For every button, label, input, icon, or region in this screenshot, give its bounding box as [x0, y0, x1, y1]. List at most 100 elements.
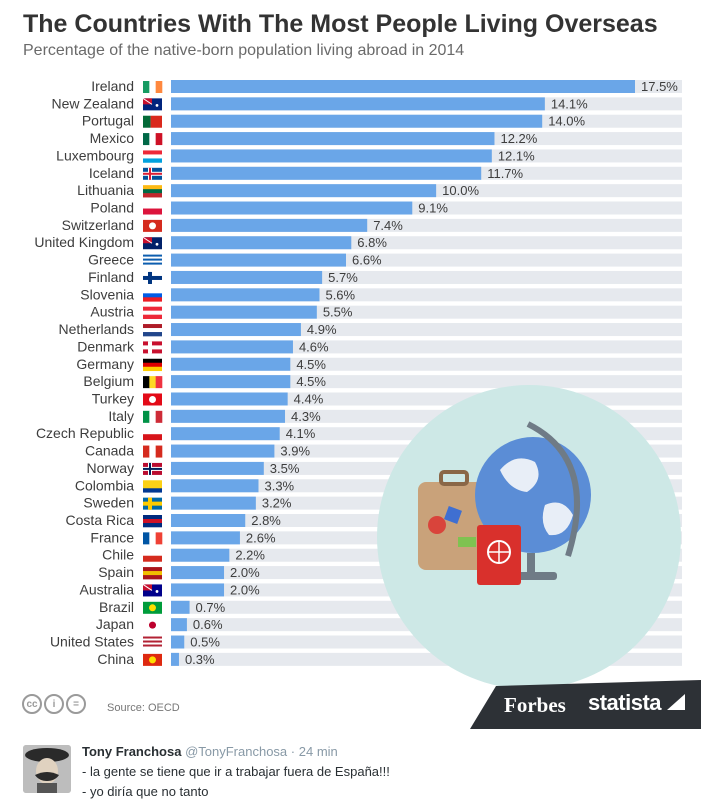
suitcase-handle-icon — [439, 470, 469, 486]
travel-illustration — [377, 385, 681, 689]
denmark-flag-icon — [143, 341, 162, 354]
netherlands-flag-icon — [143, 324, 162, 337]
sticker-red-icon — [428, 516, 446, 534]
bar-canada — [171, 444, 275, 458]
bar-france — [171, 531, 240, 545]
value-label: 3.5% — [270, 461, 300, 476]
bar-slovenia — [171, 288, 320, 302]
category-label: Denmark — [77, 338, 135, 354]
tweet-header: Tony Franchosa @TonyFranchosa · 24 min — [82, 744, 338, 759]
costa-rica-flag-icon — [143, 515, 162, 528]
value-label: 0.7% — [196, 600, 226, 615]
bar-track — [171, 357, 682, 371]
statista-logo-text: statista — [588, 690, 662, 715]
value-label: 4.1% — [286, 426, 316, 441]
category-label: Netherlands — [59, 321, 135, 337]
bar-colombia — [171, 479, 259, 493]
bar-turkey — [171, 392, 288, 406]
category-label: Brazil — [99, 599, 134, 615]
sweden-flag-icon — [143, 497, 162, 510]
creative-commons-icon[interactable]: cc — [22, 694, 42, 714]
value-label: 0.6% — [193, 617, 223, 632]
bar-belgium — [171, 375, 291, 389]
bar-united-kingdom — [171, 236, 352, 250]
belgium-flag-icon — [143, 376, 163, 389]
category-label: China — [97, 651, 134, 667]
bar-track — [171, 340, 682, 354]
avatar[interactable] — [23, 745, 71, 793]
tweet: Tony Franchosa @TonyFranchosa · 24 min -… — [0, 730, 701, 812]
value-label: 6.8% — [357, 235, 387, 250]
category-label: Spain — [98, 564, 134, 580]
no-derivatives-icon[interactable]: = — [66, 694, 86, 714]
ireland-flag-icon — [143, 81, 163, 93]
value-label: 2.8% — [251, 513, 281, 528]
category-label: Finland — [88, 269, 134, 285]
category-label: Iceland — [89, 165, 134, 181]
bar-chart: Ireland 17.5% New Zealand 14.1% Portugal 14.0… — [34, 78, 682, 689]
bar-poland — [171, 201, 413, 215]
attribution-icon[interactable]: i — [44, 694, 64, 714]
value-label: 4.5% — [296, 357, 326, 372]
chart-title: The Countries With The Most People Livin… — [23, 10, 658, 38]
category-label: Sweden — [83, 495, 134, 511]
value-label: 3.2% — [262, 496, 292, 511]
value-label: 7.4% — [373, 218, 403, 233]
statista-logo[interactable]: statista — [588, 690, 685, 716]
tweet-text-line: - la gente se tiene que ir a trabajar fu… — [82, 764, 390, 779]
bar-czech-republic — [171, 427, 280, 441]
france-flag-icon — [143, 532, 163, 545]
value-label: 5.6% — [325, 287, 355, 302]
category-label: Greece — [88, 252, 134, 268]
category-label: Turkey — [92, 390, 134, 406]
value-label: 2.0% — [230, 582, 260, 597]
brand-band — [0, 680, 701, 729]
tweet-author-name[interactable]: Tony Franchosa — [82, 744, 182, 759]
value-label: 12.1% — [498, 148, 535, 163]
globe-stand-icon — [527, 553, 535, 575]
value-label: 10.0% — [442, 183, 479, 198]
iceland-flag-icon — [143, 167, 162, 180]
category-label: France — [90, 529, 134, 545]
value-label: 14.0% — [548, 114, 585, 129]
turkey-flag-icon — [143, 393, 162, 406]
bar-sweden — [171, 496, 256, 510]
tweet-timestamp[interactable]: 24 min — [298, 744, 338, 759]
bar-china — [171, 652, 179, 666]
value-label: 2.0% — [230, 565, 260, 580]
canada-flag-icon — [143, 445, 163, 458]
finland-flag-icon — [143, 271, 162, 284]
norway-flag-icon — [143, 462, 162, 475]
category-label: Chile — [102, 547, 134, 563]
category-label: United States — [50, 634, 134, 650]
category-label: Poland — [90, 200, 134, 216]
poland-flag-icon — [143, 202, 162, 215]
category-label: Canada — [85, 443, 134, 459]
value-label: 4.3% — [291, 409, 321, 424]
forbes-logo[interactable]: Forbes — [504, 693, 566, 717]
sticker-blue-icon — [444, 506, 462, 524]
avatar-portrait-icon — [23, 745, 71, 793]
value-label: 4.9% — [307, 322, 337, 337]
bar-new-zealand — [171, 97, 545, 111]
colombia-flag-icon — [143, 480, 162, 493]
tweet-author-handle[interactable]: @TonyFranchosa — [185, 744, 288, 759]
value-label: 3.3% — [264, 478, 294, 493]
value-label: 4.6% — [299, 339, 329, 354]
lithuania-flag-icon — [143, 185, 162, 198]
sticker-green-icon — [458, 537, 476, 547]
bar-portugal — [171, 114, 543, 128]
category-label: Ireland — [91, 78, 134, 94]
bar-switzerland — [171, 218, 368, 232]
bar-chile — [171, 548, 230, 562]
bar-track — [171, 375, 682, 389]
greece-flag-icon — [143, 254, 162, 267]
china-flag-icon — [143, 653, 162, 666]
category-label: Colombia — [75, 477, 134, 493]
category-label: Australia — [80, 581, 135, 597]
bar-ireland — [171, 80, 635, 93]
category-label: United Kingdom — [34, 234, 134, 250]
bar-iceland — [171, 166, 482, 180]
category-label: Japan — [96, 616, 134, 632]
bar-costa-rica — [171, 514, 246, 527]
